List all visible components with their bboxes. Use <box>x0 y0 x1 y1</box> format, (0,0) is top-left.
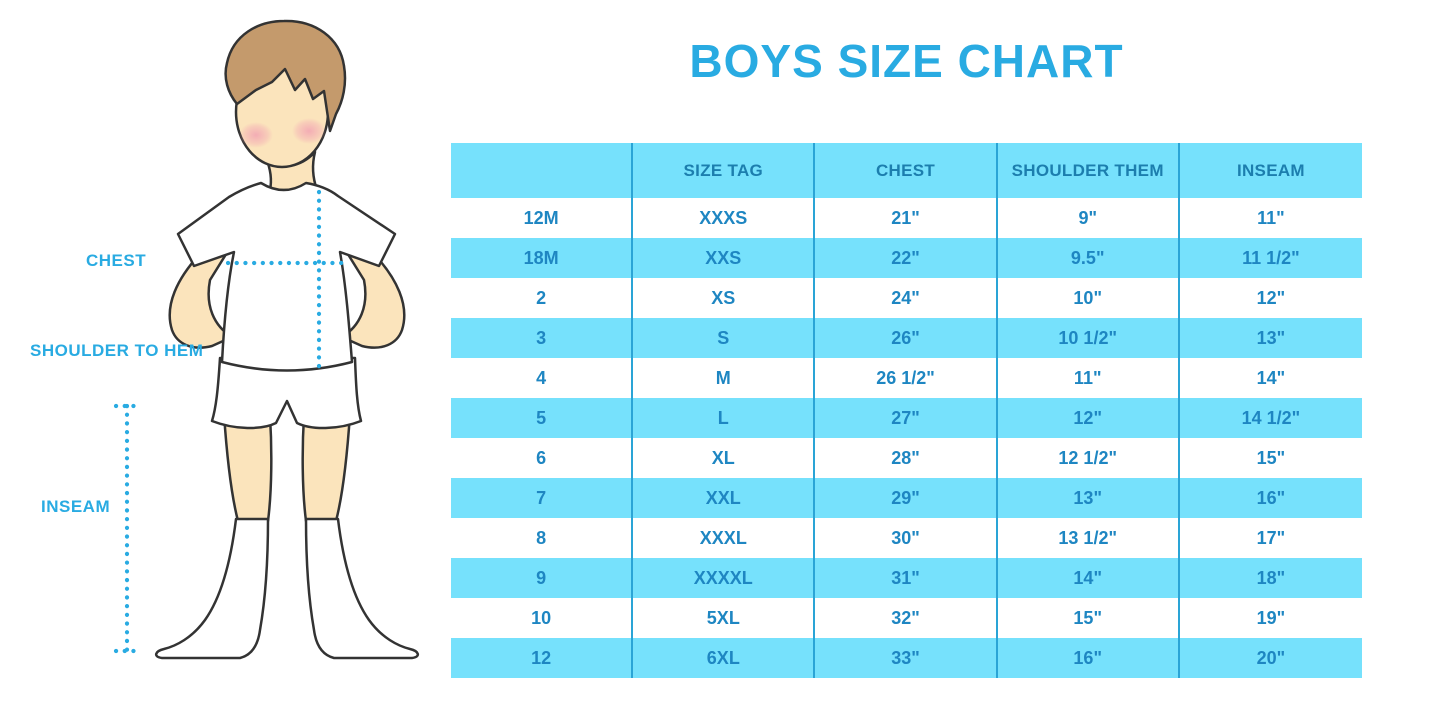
table-header-row-cell-1: SIZE TAG <box>633 143 816 198</box>
table-row-cell-2: 24" <box>815 278 998 318</box>
table-row-cell-3: 9" <box>998 198 1180 238</box>
table-row: 12M XXXS 21" 9" 11" <box>451 198 1362 238</box>
boy-measurement-figure: CHEST SHOULDER TO HEM INSEAM <box>0 0 450 723</box>
table-row: 3 S 26" 10 1/2" 13" <box>451 318 1362 358</box>
table-row-cell-1: XXXL <box>633 518 816 558</box>
table-row-cell-0: 12 <box>451 638 634 678</box>
table-row-cell-0: 5 <box>451 398 634 438</box>
table-row: 18M XXS 22" 9.5" 11 1/2" <box>451 238 1362 278</box>
table-row: 2 XS 24" 10" 12" <box>451 278 1362 318</box>
table-header-row-cell-3: SHOULDER THEM <box>998 143 1180 198</box>
table-row: 12 6XL 33" 16" 20" <box>451 638 1362 678</box>
table-row-cell-1: XXS <box>633 238 816 278</box>
right-cheek-blush <box>292 118 326 144</box>
table-row-cell-3: 10 1/2" <box>998 318 1180 358</box>
table-row-cell-1: S <box>633 318 816 358</box>
table-row-cell-1: 6XL <box>633 638 816 678</box>
table-row-cell-2: 26" <box>815 318 998 358</box>
table-row-cell-4: 11" <box>1257 207 1285 228</box>
table-row-cell-3: 12 1/2" <box>998 438 1180 478</box>
table-row: 10 5XL 32" 15" 19" <box>451 598 1362 638</box>
table-row-cell-3: 15" <box>998 598 1180 638</box>
table-row-cell-3: 12" <box>998 398 1180 438</box>
table-row-cell-3: 11" <box>998 358 1180 398</box>
table-row-cell-1: 5XL <box>633 598 816 638</box>
table-row-cell-0: 12M <box>451 198 634 238</box>
table-row-cell-4: 20" <box>1256 647 1286 668</box>
table-row-cell-3: 16" <box>998 638 1180 678</box>
table-row-cell-2: 31" <box>815 558 998 598</box>
table-row-cell-4: 14" <box>1256 367 1286 388</box>
table-row: 6 XL 28" 12 1/2" 15" <box>451 438 1362 478</box>
table-row-cell-1: M <box>633 358 816 398</box>
table-row-cell-1: XXXXL <box>633 558 816 598</box>
hair <box>224 19 347 133</box>
table-row-cell-2: 28" <box>815 438 998 478</box>
table-row-cell-4: 11 1/2" <box>1242 247 1300 268</box>
socks <box>155 517 419 660</box>
table-header-row-cell-4: INSEAM <box>1236 160 1305 180</box>
table-row: 4 M 26 1/2" 11" 14" <box>451 358 1362 398</box>
t-shirt <box>176 181 397 372</box>
table-row-cell-0: 3 <box>451 318 634 358</box>
legs <box>222 412 352 523</box>
table-row-cell-3: 10" <box>998 278 1180 318</box>
table-row-cell-3: 9.5" <box>998 238 1180 278</box>
table-row-cell-4: 15" <box>1256 447 1286 468</box>
table-row-cell-3: 14" <box>998 558 1180 598</box>
table-header-row-cell-0 <box>451 143 634 198</box>
table-row-cell-0: 9 <box>451 558 634 598</box>
table-row-cell-0: 6 <box>451 438 634 478</box>
inseam-label: INSEAM <box>41 497 111 516</box>
table-row-cell-4: 16" <box>1256 487 1286 508</box>
table-row-cell-2: 26 1/2" <box>815 358 998 398</box>
table-row-cell-4: 18" <box>1256 567 1286 588</box>
table-row-cell-0: 10 <box>451 598 634 638</box>
table-row-cell-3: 13 1/2" <box>998 518 1180 558</box>
size-chart-table: SIZE TAG CHEST SHOULDER THEM INSEAM 12M XXXS 2… <box>451 143 1362 678</box>
table-row-cell-2: 30" <box>815 518 998 558</box>
table-row-cell-1: XL <box>633 438 816 478</box>
measurement-lines <box>113 189 349 654</box>
table-row-cell-0: 4 <box>451 358 634 398</box>
table-row-cell-2: 22" <box>815 238 998 278</box>
table-row: 9 XXXXL 31" 14" 18" <box>451 558 1362 598</box>
table-header-row: SIZE TAG CHEST SHOULDER THEM INSEAM <box>451 143 1362 198</box>
table-row-cell-2: 33" <box>815 638 998 678</box>
shoulder-to-hem-label: SHOULDER TO HEM <box>30 341 204 360</box>
table-row: 7 XXL 29" 13" 16" <box>451 478 1362 518</box>
table-row-cell-4: 13" <box>1256 327 1286 348</box>
table-row-cell-1: XXXS <box>633 198 816 238</box>
table-row-cell-1: L <box>633 398 816 438</box>
table-row: 8 XXXL 30" 13 1/2" 17" <box>451 518 1362 558</box>
chest-label: CHEST <box>86 251 147 270</box>
table-row-cell-4: 12" <box>1256 287 1286 308</box>
table-row-cell-4: 14 1/2" <box>1241 407 1301 428</box>
table-row-cell-0: 18M <box>451 238 634 278</box>
shorts <box>210 356 363 430</box>
table-row-cell-1: XS <box>633 278 816 318</box>
table-row: 5 L 27" 12" 14 1/2" <box>451 398 1362 438</box>
boy-illustration <box>113 19 419 660</box>
table-header-row-cell-2: CHEST <box>815 143 998 198</box>
left-cheek-blush <box>239 122 273 148</box>
table-row-cell-4: 17" <box>1256 527 1286 548</box>
table-row-cell-3: 13" <box>998 478 1180 518</box>
table-row-cell-2: 29" <box>815 478 998 518</box>
table-row-cell-0: 8 <box>451 518 634 558</box>
table-row-cell-0: 2 <box>451 278 634 318</box>
table-row-cell-4: 19" <box>1256 607 1286 628</box>
table-row-cell-2: 21" <box>815 198 998 238</box>
arms <box>168 249 406 349</box>
table-row-cell-2: 32" <box>815 598 998 638</box>
page-title: BOYS SIZE CHART <box>689 35 1124 87</box>
table-row-cell-0: 7 <box>451 478 634 518</box>
table-row-cell-1: XXL <box>633 478 816 518</box>
table-row-cell-2: 27" <box>815 398 998 438</box>
